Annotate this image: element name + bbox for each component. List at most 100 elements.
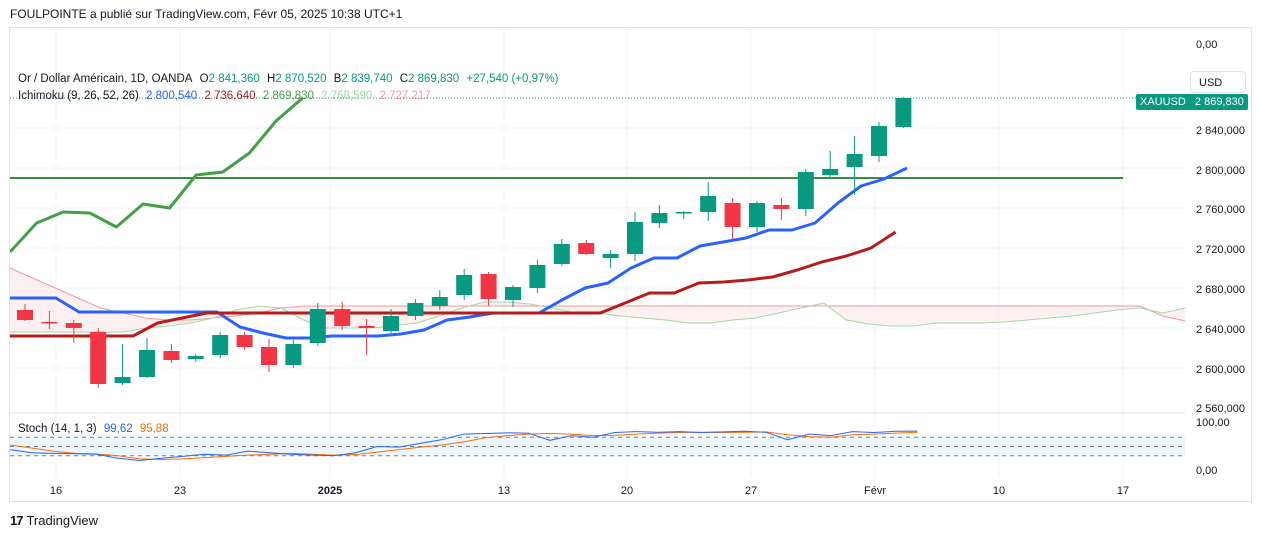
- candle-body: [163, 351, 180, 360]
- candle-body: [309, 309, 326, 343]
- candle-body: [724, 203, 741, 227]
- low-label: B: [333, 73, 342, 85]
- price-axis-label: 2 840,000: [1196, 125, 1245, 137]
- time-axis-label: 23: [174, 485, 186, 497]
- candle-body: [114, 377, 131, 383]
- candle-body: [236, 335, 253, 347]
- candle-body: [187, 356, 204, 359]
- ichimoku-value-chikou: 2 869,830: [262, 90, 314, 102]
- stoch-label: Stoch (14, 1, 3): [18, 423, 97, 435]
- publisher-header: FOULPOINTE a publié sur TradingView.com,…: [10, 7, 403, 21]
- stoch-axis-label: 100,00: [1196, 417, 1230, 429]
- time-axis-label: 27: [745, 485, 757, 497]
- symbol-legend[interactable]: Or / Dollar Américain, 1D, OANDA O2 841,…: [18, 73, 563, 85]
- ichimoku-label: Ichimoku (9, 26, 52, 26): [18, 90, 139, 102]
- candle-body: [407, 303, 424, 316]
- ohlc-high: H2 870,520: [267, 73, 326, 85]
- last-price-value: 2 869,830: [1194, 96, 1244, 108]
- kijun-line: [10, 230, 897, 338]
- candle-body: [822, 169, 839, 175]
- candle-body: [871, 126, 887, 156]
- symbol-name: Or / Dollar Américain, 1D, OANDA: [18, 73, 193, 85]
- candle-body: [773, 205, 790, 209]
- low-value: 2 839,740: [341, 73, 393, 85]
- ichimoku-value-senkou-b: 2 727,217: [379, 90, 431, 102]
- candle-body: [675, 212, 692, 214]
- senkou-a-line: [9, 267, 1186, 322]
- candle-body: [358, 326, 375, 328]
- stoch-legend[interactable]: Stoch (14, 1, 3) 99,62 95,88: [18, 423, 169, 435]
- open-label: O: [199, 73, 209, 85]
- time-axis-label: 10: [993, 485, 1005, 497]
- candle-body: [846, 154, 863, 167]
- candle-body: [261, 347, 277, 365]
- stoch-d-value: 95,88: [139, 423, 169, 435]
- candle-body: [139, 350, 155, 377]
- candle-body: [627, 222, 643, 254]
- ichimoku-value-senkou-a: 2 768,590: [321, 90, 373, 102]
- candle-body: [895, 98, 912, 127]
- open-value: 2 841,360: [208, 73, 260, 85]
- price-axis-label: 0,00: [1196, 39, 1217, 51]
- candle-body: [41, 322, 58, 324]
- time-axis-label: 16: [50, 485, 62, 497]
- stoch-axis-label: 0,00: [1196, 465, 1217, 477]
- ticker-label: XAUUSD: [1140, 96, 1186, 108]
- candles: [10, 97, 1185, 388]
- currency-button[interactable]: USD: [1190, 71, 1246, 93]
- candle-body: [431, 297, 448, 306]
- candle-body: [212, 335, 229, 355]
- ichimoku-value-tenkan: 2 800,540: [146, 90, 198, 102]
- axes: 0,00 2 840,000 2 800,000 2 760,000 2 720,000…: [50, 39, 1245, 497]
- time-axis-label: 13: [498, 485, 510, 497]
- ohlc-close: C2 869,830: [400, 73, 459, 85]
- footer[interactable]: 17 TradingView: [10, 513, 98, 528]
- candle-body: [17, 310, 33, 320]
- time-axis-label: 2025: [318, 485, 342, 497]
- tenkan-line: [10, 166, 908, 340]
- candle-body: [602, 254, 619, 258]
- stoch-k-value: 99,62: [103, 423, 133, 435]
- stochastic-panel: [9, 430, 1185, 461]
- ohlc-low: B2 839,740: [334, 73, 393, 85]
- grid: [10, 28, 1185, 478]
- last-price-badge: XAUUSD 2 869,830: [1136, 94, 1248, 110]
- chikou-line: [8, 96, 304, 254]
- footer-brand: TradingView: [26, 513, 99, 528]
- candle-body: [90, 332, 107, 384]
- change-value: +27,540 (+0,97%): [466, 73, 559, 85]
- time-axis-label: Févr: [864, 485, 886, 497]
- cloud-area: [10, 268, 1186, 332]
- candle-body: [456, 275, 473, 295]
- candle-body: [480, 274, 497, 299]
- chart-frame: [9, 27, 1252, 502]
- price-axis-label: 2 720,000: [1196, 244, 1245, 256]
- candle-body: [797, 172, 814, 209]
- price-axis-label: 2 600,000: [1196, 364, 1245, 376]
- stoch-k-line: [9, 430, 918, 461]
- candle-body: [553, 244, 570, 264]
- price-axis-label: 2 640,000: [1196, 324, 1245, 336]
- candle-body: [65, 323, 82, 328]
- candle-body: [383, 316, 399, 331]
- price-axis-label: 2 800,000: [1196, 165, 1245, 177]
- high-label: H: [267, 73, 276, 85]
- candle-body: [700, 196, 717, 212]
- candle-body: [651, 213, 668, 223]
- candle-body: [285, 344, 302, 365]
- high-value: 2 870,520: [275, 73, 327, 85]
- candle-body: [529, 265, 546, 288]
- price-axis-label: 2 560,000: [1196, 403, 1245, 415]
- candle-body: [505, 287, 521, 300]
- ichimoku-legend[interactable]: Ichimoku (9, 26, 52, 26) 2 800,540 2 736…: [18, 90, 435, 102]
- candle-body: [578, 243, 595, 254]
- time-axis-label: 17: [1117, 485, 1129, 497]
- tradingview-logo-icon: 17: [10, 513, 24, 528]
- ichimoku-value-kijun: 2 736,640: [204, 90, 256, 102]
- time-axis-label: 20: [621, 485, 633, 497]
- price-axis-label: 2 680,000: [1196, 284, 1245, 296]
- candle-body: [334, 309, 351, 326]
- close-label: C: [399, 73, 409, 85]
- price-axis-label: 2 760,000: [1196, 204, 1245, 216]
